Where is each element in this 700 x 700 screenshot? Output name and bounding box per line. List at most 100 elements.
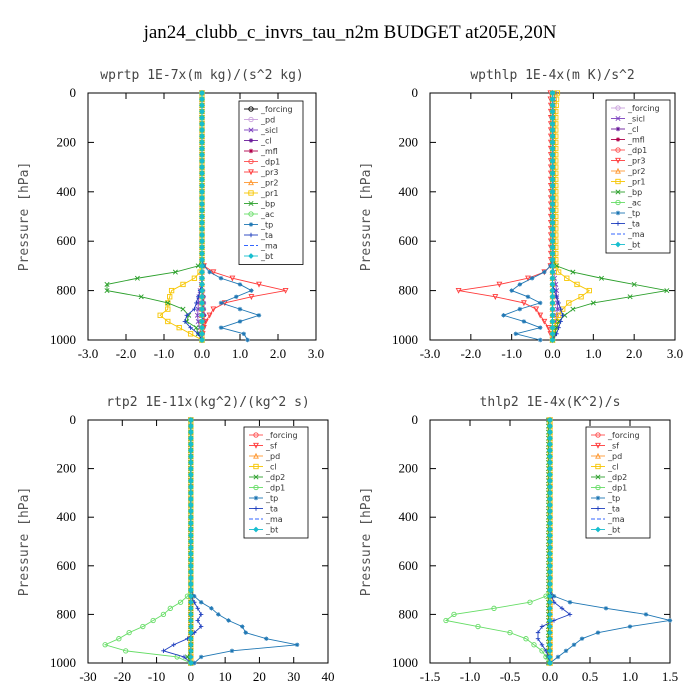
- data-point: [248, 253, 254, 259]
- data-point: [199, 244, 205, 251]
- legend-entry: _ma: [260, 242, 278, 251]
- legend-entry: _cl: [265, 463, 277, 472]
- data-point: [199, 158, 205, 164]
- legend-entry: _mfl: [627, 136, 645, 145]
- data-point: [549, 244, 556, 251]
- series-line: [162, 420, 202, 664]
- data-point: [547, 562, 553, 569]
- panel-title: rtp2 1E-11x(kg^2)/(kg^2 s): [106, 395, 310, 410]
- data-point: [140, 623, 146, 630]
- data-point: [199, 318, 205, 325]
- data-point: [627, 624, 633, 629]
- data-point: [538, 337, 543, 343]
- data-point: [535, 636, 541, 641]
- data-point: [547, 629, 553, 636]
- data-point: [199, 127, 205, 133]
- chart-panel-3: rtp2 1E-11x(kg^2)/(kg^2 s) Pressure [hPa]…: [17, 395, 335, 684]
- data-point: [549, 312, 556, 319]
- data-point: [547, 654, 553, 660]
- y-tick-label: 0: [412, 85, 419, 100]
- data-point: [104, 281, 110, 287]
- x-tick-label: -1.0: [501, 346, 522, 361]
- y-tick-label: 200: [399, 461, 419, 476]
- data-point: [245, 337, 250, 343]
- data-point: [199, 263, 205, 269]
- legend-entry: _dp1: [260, 158, 280, 167]
- data-point: [547, 544, 553, 551]
- series-bt: [199, 90, 205, 343]
- y-tick-label: 600: [57, 233, 77, 248]
- data-point: [199, 176, 205, 183]
- data-point: [188, 538, 194, 545]
- data-point: [554, 306, 560, 312]
- y-axis-label: Pressure [hPa]: [17, 487, 32, 597]
- data-point: [253, 452, 259, 459]
- data-point: [248, 232, 254, 238]
- data-point: [188, 417, 194, 423]
- data-point: [188, 575, 194, 581]
- data-point: [615, 241, 621, 248]
- y-tick-label: 400: [399, 509, 419, 524]
- data-point: [198, 624, 204, 629]
- data-point: [248, 200, 254, 207]
- data-point: [643, 612, 649, 617]
- data-point: [539, 642, 545, 647]
- y-tick-label: 0: [70, 412, 77, 427]
- legend-entry: _tp: [627, 209, 640, 218]
- data-point: [549, 121, 556, 127]
- data-point: [556, 325, 561, 330]
- figure-title: jan24_clubb_c_invrs_tau_n2m BUDGET at205…: [143, 22, 557, 43]
- data-point: [237, 319, 243, 324]
- data-point: [180, 281, 186, 288]
- data-point: [188, 508, 194, 514]
- data-point: [615, 137, 621, 142]
- data-point: [595, 630, 601, 635]
- data-point: [188, 532, 194, 539]
- data-point: [188, 520, 194, 527]
- data-point: [549, 207, 556, 214]
- x-tick-label: 1.0: [232, 346, 248, 361]
- data-point: [549, 238, 556, 245]
- data-point: [595, 463, 601, 470]
- data-point: [199, 170, 205, 177]
- data-point: [549, 90, 556, 96]
- data-point: [549, 182, 556, 189]
- data-point: [188, 623, 194, 630]
- data-point: [176, 325, 182, 331]
- data-point: [595, 474, 601, 480]
- data-point: [199, 182, 205, 189]
- data-point: [188, 435, 194, 442]
- y-tick-label: 1000: [50, 655, 76, 670]
- data-point: [221, 300, 228, 307]
- legend-entry: _dp2: [607, 473, 627, 482]
- data-point: [547, 605, 553, 612]
- y-tick-label: 600: [399, 558, 419, 573]
- data-point: [198, 612, 204, 617]
- data-point: [549, 164, 556, 170]
- legend-entry: _cl: [627, 125, 639, 134]
- y-tick-label: 600: [57, 558, 77, 573]
- data-point: [188, 483, 194, 490]
- legend-entry: _pd: [260, 116, 275, 125]
- y-tick-label: 800: [57, 283, 77, 298]
- data-point: [237, 306, 243, 312]
- data-point: [549, 195, 556, 201]
- data-point: [188, 654, 194, 660]
- data-point: [199, 145, 205, 152]
- data-point: [547, 532, 553, 539]
- data-point: [104, 288, 110, 294]
- data-point: [188, 635, 194, 642]
- data-point: [549, 219, 556, 226]
- legend-entry: _forcing: [260, 105, 293, 114]
- data-point: [234, 294, 239, 299]
- data-point: [199, 207, 205, 214]
- data-point: [595, 495, 601, 501]
- data-point: [188, 629, 194, 636]
- data-point: [192, 593, 197, 599]
- data-point: [218, 300, 224, 306]
- data-point: [199, 133, 205, 140]
- data-point: [547, 423, 553, 429]
- data-point: [549, 170, 556, 177]
- chart-panel-1: wprtp 1E-7x(m kg)/(s^2 kg) Pressure [hPa]…: [17, 68, 324, 361]
- data-point: [206, 312, 213, 319]
